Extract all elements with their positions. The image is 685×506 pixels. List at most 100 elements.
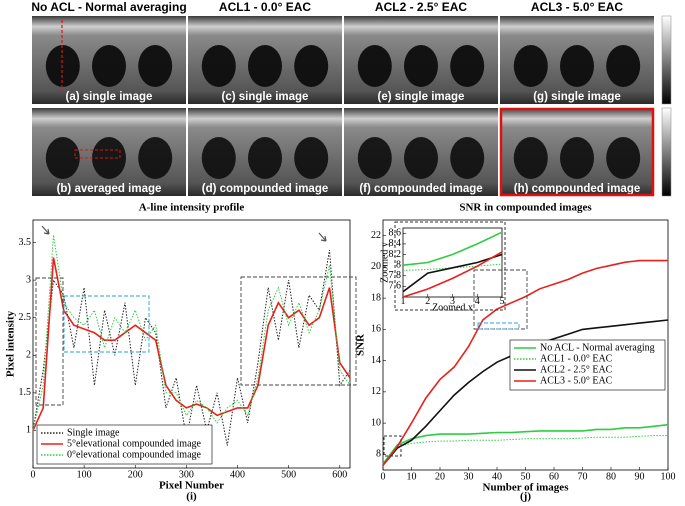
column-header: ACL1 - 0.0° EAC — [219, 0, 311, 14]
colorbar — [661, 107, 672, 197]
y-tick-label: 3.5 — [19, 237, 32, 248]
x-tick-label: 1 — [401, 296, 406, 307]
y-tick-label: 8.2 — [389, 249, 402, 260]
hole — [513, 137, 548, 179]
x-tick-label: 60 — [549, 471, 559, 482]
series-line — [402, 253, 503, 293]
colorbar — [661, 15, 672, 105]
x-tick-label: 0 — [31, 469, 36, 480]
hole — [606, 137, 641, 179]
series-line — [402, 231, 503, 266]
hole — [404, 137, 438, 179]
x-axis-label: Number of images — [483, 482, 570, 494]
hole — [357, 137, 392, 179]
y-tick-label: 10 — [371, 417, 381, 428]
column-header: ACL3 - 5.0° EAC — [531, 0, 623, 14]
arrow — [41, 225, 50, 235]
hole — [45, 45, 80, 87]
x-tick-label: 10 — [407, 471, 417, 482]
x-tick-label: 50 — [521, 471, 531, 482]
image-panel: (b) averaged image — [32, 108, 186, 196]
panel-label: (f) compounded image — [359, 183, 482, 195]
image-panel: (a) single image — [32, 16, 186, 104]
panel-label: (c) single image — [222, 91, 309, 103]
hole — [138, 45, 173, 87]
hole — [450, 45, 485, 87]
x-tick-label: 600 — [332, 469, 347, 480]
y-tick-label: 16 — [371, 324, 381, 335]
x-tick-label: 400 — [230, 469, 245, 480]
series-line — [382, 423, 669, 465]
x-tick-label: 80 — [606, 471, 616, 482]
legend-label: ACL2 - 2.5° EAC — [540, 364, 613, 375]
legend-box — [36, 424, 213, 465]
region-box — [63, 295, 150, 353]
chart-title: A-line intensity profile — [139, 202, 245, 214]
x-tick-label: 500 — [281, 469, 296, 480]
x-tick-label: 40 — [492, 471, 502, 482]
panel-label: (a) single image — [66, 91, 153, 103]
roi-marker — [74, 149, 121, 159]
hole — [560, 137, 594, 179]
hole — [92, 45, 126, 87]
x-tick-label: 30 — [464, 471, 474, 482]
hole — [92, 137, 126, 179]
hole — [248, 45, 282, 87]
panel-label: (b) averaged image — [57, 183, 162, 195]
region-box — [473, 269, 528, 330]
series-line — [32, 234, 351, 431]
arrow — [318, 232, 327, 242]
y-tick-label: 8.6 — [389, 228, 402, 239]
hole — [138, 137, 173, 179]
y-axis-label: Pixel intensity — [5, 310, 17, 377]
y-tick-label: 2.5 — [19, 312, 32, 323]
panel-label: (g) single image — [533, 91, 621, 103]
x-tick-label: 5 — [500, 296, 505, 307]
y-tick-label: 18 — [371, 292, 381, 303]
hole — [513, 45, 548, 87]
y-tick-label: 8 — [396, 259, 401, 270]
chart: 0 10 20 30 40 50 60 70 80 90 100810121416182022SNR… — [355, 202, 676, 503]
chart-title: SNR in compounded images — [459, 202, 592, 214]
image-panel: (e) single image — [344, 16, 498, 104]
x-tick-label: 2 — [425, 296, 430, 307]
y-tick-label: 12 — [371, 386, 381, 397]
hole — [404, 45, 438, 87]
hole — [45, 137, 80, 179]
y-axis-label: SNR — [355, 333, 367, 356]
legend-label: Single image — [67, 427, 120, 438]
legend-label: No ACL - Normal averaging — [540, 342, 655, 353]
x-tick-label: 0 — [381, 471, 386, 482]
column-header: No ACL - Normal averaging — [31, 0, 186, 14]
hole — [560, 45, 594, 87]
inset-x-label: Zoomed x — [432, 302, 473, 313]
x-tick-label: 70 — [578, 471, 588, 482]
hole — [450, 137, 485, 179]
x-tick-label: 200 — [128, 469, 143, 480]
series-line — [402, 251, 503, 298]
image-panel: (h) compounded image — [499, 107, 655, 197]
x-axis-label: Pixel Number — [159, 480, 224, 492]
image-panel: (d) compounded image — [188, 108, 342, 196]
chart: 0 100 200 300 400 500 600 1 1.5 2 2.5 3 3.5 A-line in… — [5, 202, 351, 503]
series-line — [382, 259, 668, 466]
caption: (j) — [520, 491, 531, 503]
image-panel: (f) compounded image — [344, 108, 498, 196]
caption: (i) — [186, 491, 197, 503]
x-tick-label: 20 — [435, 471, 445, 482]
highlight-border — [499, 107, 655, 197]
panel-label: (h) compounded image — [514, 183, 641, 195]
hole — [357, 45, 392, 87]
series-line — [382, 435, 668, 465]
x-tick-label: 100 — [77, 469, 92, 480]
region-box — [35, 277, 64, 406]
image-panel: (g) single image — [500, 16, 654, 104]
zoom-region — [383, 435, 402, 457]
y-tick-label: 1 — [26, 425, 31, 436]
hole — [201, 45, 236, 87]
y-tick-label: 22 — [371, 230, 381, 241]
legend-label: 0°elevational compounded image — [67, 449, 202, 460]
series-line — [32, 250, 351, 446]
y-tick-label: 14 — [371, 355, 381, 366]
